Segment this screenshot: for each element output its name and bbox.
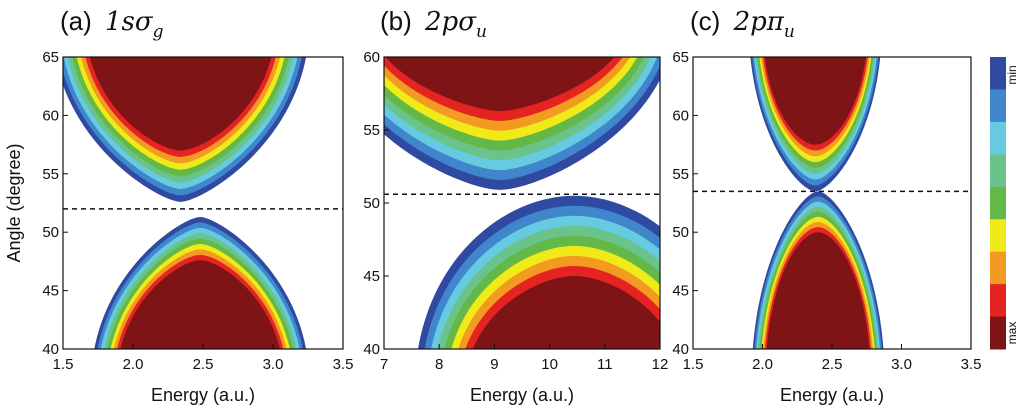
panel-b-xtick-label: 7 <box>380 356 388 373</box>
panel-c-heatmap <box>750 57 884 349</box>
panel-a-ticks: 1.5 2.0 2.5 3.0 3.5 40 45 50 55 60 65 <box>42 49 353 373</box>
panel-a-xtick-label: 1.5 <box>53 356 74 373</box>
panel-a-xtick-label: 2.0 <box>123 356 144 373</box>
panel-b-xtick-label: 9 <box>490 356 498 373</box>
colorbar-min-label: min <box>1005 65 1019 84</box>
panel-c-upper-lobe-level-9 <box>764 57 866 145</box>
panel-c-xlabel: Energy (a.u.) <box>780 385 884 405</box>
panel-c-ytick-label: 60 <box>672 107 689 124</box>
panel-c-xtick-label: 2.0 <box>752 356 773 373</box>
panel-c-xtick-label: 3.0 <box>891 356 912 373</box>
panel-a-xtick-label: 3.0 <box>263 356 284 373</box>
panel-c-ytick-label: 40 <box>672 341 689 358</box>
panel-b-xtick-label: 12 <box>652 356 669 373</box>
panel-a-title: (a) 1sσg <box>60 6 164 42</box>
colorbar-swatch-6 <box>990 219 1006 253</box>
colorbar-swatch-7 <box>990 251 1006 285</box>
colorbar-swatch-4 <box>990 154 1006 188</box>
panel-a-xlabel: Energy (a.u.) <box>151 385 255 405</box>
panel-a-xtick-label: 2.5 <box>193 356 214 373</box>
colorbar: min max <box>990 57 1019 350</box>
panel-b-ytick-label: 40 <box>363 341 380 358</box>
panel-a-ytick-label: 60 <box>42 107 59 124</box>
panel-c-ticks: 1.5 2.0 2.5 3.0 3.5 40 45 50 55 60 65 <box>672 49 981 373</box>
panel-c-ytick-label: 45 <box>672 283 689 300</box>
colorbar-swatch-2 <box>990 89 1006 123</box>
colorbar-max-label: max <box>1005 322 1019 345</box>
panel-a-upper-lobe-level-9 <box>89 57 272 151</box>
panel-b: 7 8 9 10 11 12 40 45 50 55 60 (b) 2pσu Energy (a.u… <box>363 6 668 405</box>
panel-c-title: (c) 2pπu <box>690 6 795 42</box>
panel-a-xtick-label: 3.5 <box>333 356 354 373</box>
panel-b-ytick-label: 55 <box>363 122 380 139</box>
panel-b-xtick-label: 8 <box>435 356 443 373</box>
panel-c: 1.5 2.0 2.5 3.0 3.5 40 45 50 55 60 65 (c) 2pπu Ene… <box>672 6 981 405</box>
panel-c-ytick-label: 50 <box>672 224 689 241</box>
colorbar-swatches <box>990 57 1006 350</box>
panel-a: 1.5 2.0 2.5 3.0 3.5 40 45 50 55 60 65 (a) 1sσg Ene… <box>4 6 353 405</box>
panel-a-ytick-label: 40 <box>42 341 59 358</box>
panel-b-upper-lobe-level-9 <box>385 57 615 112</box>
panel-c-xtick-label: 1.5 <box>683 356 704 373</box>
panel-b-ytick-label: 60 <box>363 49 380 66</box>
panel-b-xtick-label: 11 <box>597 356 613 373</box>
panel-b-lower-lobe-level-9 <box>472 276 660 349</box>
colorbar-swatch-8 <box>990 284 1006 318</box>
colorbar-swatch-3 <box>990 121 1006 155</box>
panel-b-ticks: 7 8 9 10 11 12 40 45 50 55 60 <box>363 49 668 373</box>
panel-b-heatmap <box>384 57 660 349</box>
panel-b-ytick-label: 50 <box>363 195 380 212</box>
colorbar-swatch-5 <box>990 186 1006 220</box>
panel-a-ytick-label: 55 <box>42 166 59 183</box>
panel-a-lower-lobe-level-9 <box>120 260 280 349</box>
panel-b-title: (b) 2pσu <box>380 6 487 42</box>
colorbar-swatch-9 <box>990 316 1006 350</box>
panel-b-ytick-label: 45 <box>363 268 380 285</box>
panel-c-xtick-label: 3.5 <box>961 356 982 373</box>
colorbar-swatch-1 <box>990 57 1006 90</box>
panel-a-ylabel: Angle (degree) <box>4 143 24 262</box>
panel-c-ytick-label: 55 <box>672 166 689 183</box>
panel-b-xlabel: Energy (a.u.) <box>470 385 574 405</box>
panel-a-ytick-label: 65 <box>42 49 59 66</box>
panel-a-heatmap <box>63 57 306 349</box>
panel-a-ytick-label: 50 <box>42 224 59 241</box>
panel-c-xtick-label: 2.5 <box>822 356 843 373</box>
panel-a-ytick-label: 45 <box>42 283 59 300</box>
panel-c-ytick-label: 65 <box>672 49 689 66</box>
panel-c-lower-lobe-level-9 <box>766 232 870 349</box>
panel-b-xtick-label: 10 <box>541 356 558 373</box>
